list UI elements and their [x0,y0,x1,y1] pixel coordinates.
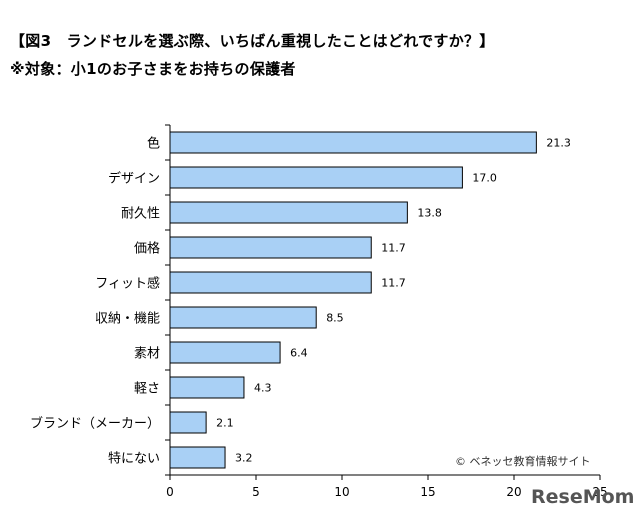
x-tick-label: 5 [252,485,260,499]
bar [169,201,408,224]
data-label: 3.2 [235,452,253,465]
chart-subtitle: ※対象：小1のお子さまをお持ちの保護者 [10,60,296,78]
bar [169,306,317,329]
bar [169,341,281,364]
x-tick-label: 25 [592,485,607,499]
bar [169,411,207,434]
bar [169,131,537,154]
bar [169,166,463,189]
category-label: 耐久性 [121,207,160,222]
data-label: 8.5 [326,312,344,325]
bar [169,376,245,399]
category-label: 素材 [134,347,160,362]
data-label: 6.4 [290,347,308,360]
data-label: 2.1 [216,417,234,430]
category-label: デザイン [108,171,160,187]
data-label: 11.7 [381,277,406,290]
category-label: フィット感 [95,276,160,292]
bar [169,236,372,259]
x-tick-label: 10 [334,485,349,499]
category-label: 特にない [108,452,160,467]
data-label: 4.3 [254,382,272,395]
bar [169,446,226,469]
category-label: 価格 [134,241,160,257]
data-label: 11.7 [381,242,406,255]
chart-title: 【図3 ランドセルを選ぶ際、いちばん重視したことはどれですか？】 [10,32,495,50]
x-tick-label: 20 [506,485,521,499]
credit-text: © ベネッセ教育情報サイト [455,455,591,468]
category-label: 収納・機能 [95,312,160,327]
category-label: 色 [147,136,160,152]
bar [169,271,372,294]
watermark-logo: ReseMom [531,486,635,508]
data-label: 17.0 [472,172,497,185]
category-label: 軽さ [134,382,160,397]
x-tick-label: 15 [420,485,435,499]
category-label: ブランド（メーカー） [30,416,160,432]
data-label: 21.3 [546,137,571,150]
data-label: 13.8 [417,207,442,220]
x-tick-label: 0 [166,485,174,499]
